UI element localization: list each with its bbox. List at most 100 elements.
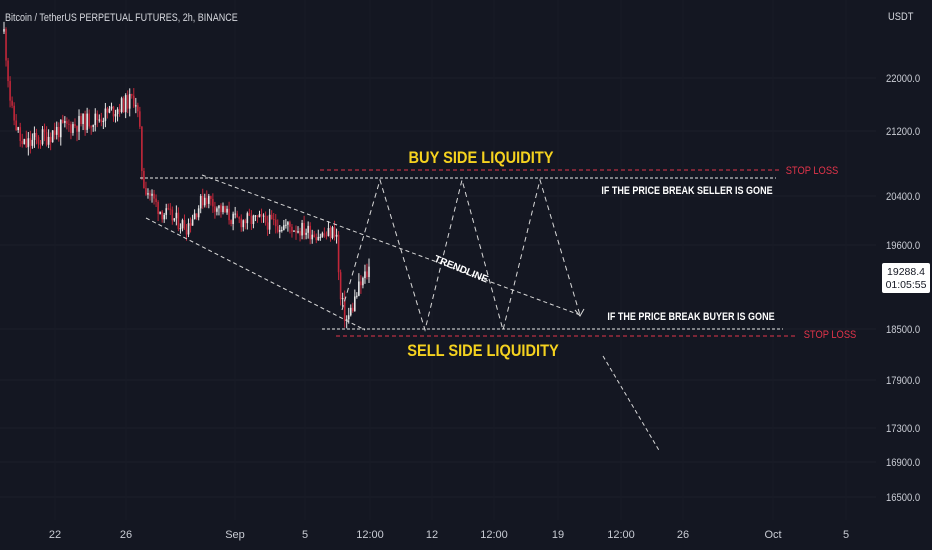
candle-body — [183, 220, 186, 230]
candle-body — [185, 229, 188, 235]
candle-body — [114, 113, 117, 117]
last-price-value: 19288.4 — [887, 266, 925, 278]
candle-body — [258, 214, 261, 218]
candle-body — [17, 127, 19, 131]
candle-body — [341, 298, 344, 300]
candle-body — [228, 208, 230, 221]
candle-body — [169, 208, 172, 210]
candle-body — [297, 231, 299, 233]
candle-body — [98, 119, 101, 121]
x-tick-label: 19 — [552, 529, 564, 541]
candle-body — [181, 220, 184, 229]
candle-body — [151, 193, 153, 196]
candle-body — [218, 205, 220, 209]
candle-body — [360, 281, 362, 286]
candle-body — [47, 136, 50, 145]
candle-body — [303, 222, 305, 235]
candle-body — [345, 319, 348, 321]
candle-body — [175, 212, 178, 219]
candle-body — [84, 113, 86, 130]
candle-body — [53, 130, 56, 135]
candle-body — [55, 126, 58, 135]
candle-body — [362, 278, 364, 286]
candle-body — [278, 230, 281, 232]
breakdown-projection-line[interactable] — [602, 355, 661, 453]
candle-body — [301, 222, 303, 236]
candle-body — [222, 206, 224, 213]
candle-body — [208, 195, 210, 204]
channel-lower-trendline[interactable] — [145, 217, 366, 331]
candle-body — [246, 213, 249, 224]
candle-body — [173, 218, 176, 221]
candle-body — [132, 95, 135, 107]
candle-body — [137, 105, 139, 112]
candle-body — [106, 108, 109, 113]
candle-body — [171, 209, 174, 221]
candle-body — [283, 225, 285, 231]
candle-body — [291, 226, 293, 232]
buyer-gone-note: IF THE PRICE BREAK BUYER IS GONE — [607, 311, 774, 323]
candle-body — [88, 113, 90, 127]
candle-body — [368, 266, 370, 278]
x-tick-label: 12:00 — [480, 529, 508, 541]
candle-body — [335, 234, 338, 237]
candle-body — [287, 222, 289, 225]
candle-body — [94, 113, 97, 126]
candle-body — [155, 198, 157, 203]
currency-label: USDT — [888, 11, 913, 23]
candle-body — [96, 113, 99, 120]
candle-body — [68, 123, 70, 125]
candle-body — [153, 193, 155, 199]
candle-body — [212, 198, 214, 207]
time-axis[interactable]: 22 26 Sep 5 12:00 12 12:00 19 12:00 26 Oct 5 — [49, 529, 849, 541]
candle-body — [143, 170, 145, 189]
projection-arrowhead — [574, 308, 585, 317]
price-axis[interactable]: 22000.0 21200.0 20400.0 19600.0 18500.0 17900… — [886, 73, 920, 504]
candle-body — [23, 139, 26, 144]
candle-body — [191, 219, 194, 226]
candle-body — [104, 108, 107, 121]
candle-body — [74, 124, 76, 127]
candle-body — [33, 132, 36, 140]
candle-body — [161, 211, 163, 220]
y-tick-label: 19600.0 — [886, 240, 920, 252]
candle-body — [274, 219, 277, 227]
projected-zigzag-path[interactable] — [341, 178, 581, 332]
candle-body — [102, 120, 105, 123]
y-tick-label: 17900.0 — [886, 375, 920, 387]
price-countdown: 01:05:55 — [886, 279, 927, 291]
candle-body — [9, 81, 11, 101]
candle-body — [147, 193, 149, 195]
candle-body — [226, 208, 228, 213]
candle-body — [78, 116, 80, 132]
candle-body — [112, 106, 115, 117]
candle-body — [236, 213, 238, 218]
candle-body — [317, 236, 320, 241]
candle-body — [197, 208, 200, 218]
y-tick-label: 16900.0 — [886, 457, 920, 469]
y-tick-label: 16500.0 — [886, 492, 920, 504]
x-tick-label: 26 — [120, 529, 132, 541]
candle-body — [321, 233, 324, 237]
x-tick-label: 22 — [49, 529, 61, 541]
candle-body — [86, 113, 88, 130]
candle-body — [201, 195, 204, 206]
y-tick-label: 21200.0 — [886, 126, 920, 138]
last-price-badge: 19288.4 01:05:55 — [882, 263, 930, 293]
candle-body — [364, 271, 366, 279]
candle-body — [41, 129, 44, 144]
stop-loss-bottom-label: STOP LOSS — [804, 329, 857, 341]
candle-body — [203, 197, 206, 206]
candle-body — [349, 307, 352, 316]
candle-body — [248, 213, 251, 216]
candle-body — [260, 214, 263, 216]
x-tick-label: 26 — [677, 529, 689, 541]
candle-body — [232, 213, 234, 225]
candle-body — [187, 223, 190, 235]
candle-body — [295, 230, 297, 233]
candle-body — [216, 208, 218, 212]
candle-body — [305, 232, 307, 235]
candle-body — [35, 132, 38, 138]
